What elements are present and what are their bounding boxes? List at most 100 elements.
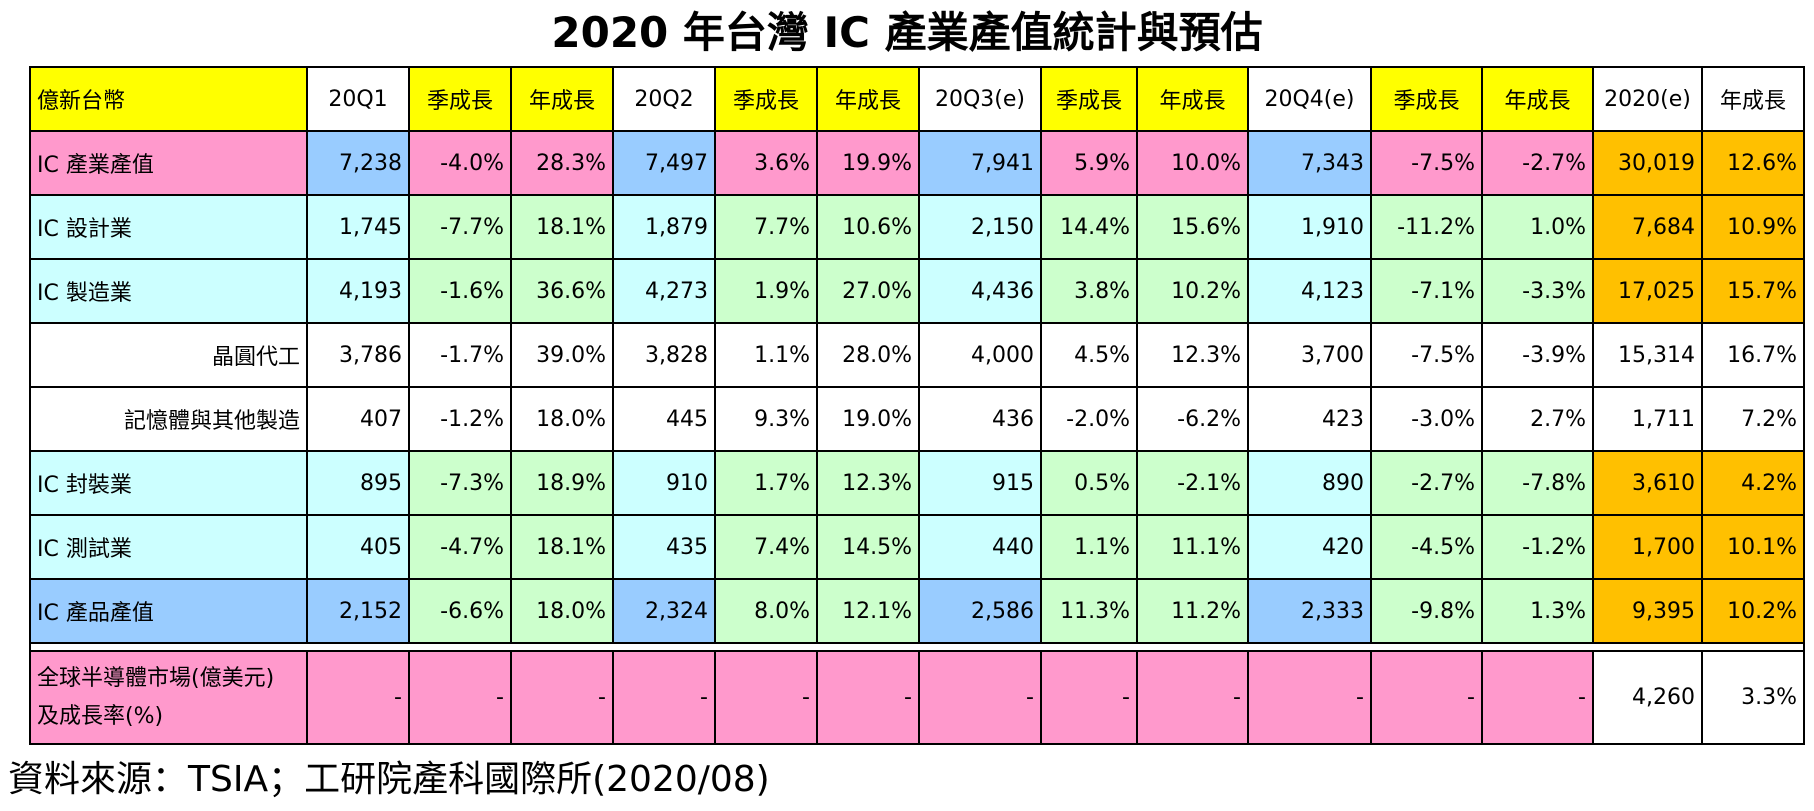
data-cell: -4.7% (408, 514, 512, 580)
data-cell: 3,828 (612, 322, 716, 388)
data-cell: 1.0% (1481, 194, 1594, 260)
global-market-label-line2: 及成長率(%) (37, 703, 164, 729)
data-cell: 1.1% (714, 322, 818, 388)
data-cell: - (510, 650, 614, 745)
data-cell: 9.3% (714, 386, 818, 452)
page-title: 2020 年台灣 IC 產業產值統計與預估 (551, 8, 1263, 57)
data-cell: 12.1% (816, 578, 920, 644)
header-cell: 年成長 (1136, 66, 1249, 132)
data-cell: 1.7% (714, 450, 818, 516)
data-cell: - (1247, 650, 1372, 745)
data-cell: 14.5% (816, 514, 920, 580)
data-cell: 0.5% (1040, 450, 1138, 516)
data-cell: 910 (612, 450, 716, 516)
data-cell: 3.8% (1040, 258, 1138, 324)
row-label: 晶圓代工 (29, 322, 308, 388)
data-cell: - (306, 650, 410, 745)
data-cell: 18.0% (510, 578, 614, 644)
data-cell: 36.6% (510, 258, 614, 324)
row-label: IC 封裝業 (29, 450, 308, 516)
data-cell: 890 (1247, 450, 1372, 516)
data-cell: 12.3% (816, 450, 920, 516)
data-cell: 436 (918, 386, 1042, 452)
data-cell: 3.6% (714, 130, 818, 196)
data-cell: 28.3% (510, 130, 614, 196)
data-cell: 4,123 (1247, 258, 1372, 324)
header-cell: 2020(e) (1592, 66, 1703, 132)
source-note: 資料來源：TSIA；工研院產科國際所(2020/08) (8, 759, 770, 800)
data-cell: 5.9% (1040, 130, 1138, 196)
table-row: 記憶體與其他製造 407 -1.2% 18.0% 445 9.3% 19.0% 436 -2.0… (29, 386, 1805, 452)
data-cell: 7,684 (1592, 194, 1703, 260)
data-cell: -6.6% (408, 578, 512, 644)
data-cell: 17,025 (1592, 258, 1703, 324)
data-cell: 10.0% (1136, 130, 1249, 196)
data-cell: - (612, 650, 716, 745)
data-cell: 12.3% (1136, 322, 1249, 388)
data-cell: 2,152 (306, 578, 410, 644)
data-cell: - (714, 650, 818, 745)
data-cell: 15.6% (1136, 194, 1249, 260)
global-market-label-line1: 全球半導體市場(億美元) (37, 665, 275, 691)
header-cell: 20Q4(e) (1247, 66, 1372, 132)
data-cell: 18.9% (510, 450, 614, 516)
data-cell: - (408, 650, 512, 745)
header-cell: 年成長 (510, 66, 614, 132)
data-cell: 11.3% (1040, 578, 1138, 644)
data-cell: -2.7% (1481, 130, 1594, 196)
data-cell: -1.7% (408, 322, 512, 388)
data-cell: -3.9% (1481, 322, 1594, 388)
table-row: IC 產業產值 7,238 -4.0% 28.3% 7,497 3.6% 19.9% 7,94… (29, 130, 1805, 196)
data-cell: 7,497 (612, 130, 716, 196)
data-cell: 895 (306, 450, 410, 516)
data-cell: 19.9% (816, 130, 920, 196)
header-cell: 年成長 (816, 66, 920, 132)
separator-cell (29, 642, 1805, 652)
row-label: IC 設計業 (29, 194, 308, 260)
data-cell: -3.3% (1481, 258, 1594, 324)
data-cell: 1.9% (714, 258, 818, 324)
row-label: 記憶體與其他製造 (29, 386, 308, 452)
data-cell: 1,700 (1592, 514, 1703, 580)
table-row: IC 測試業 405 -4.7% 18.1% 435 7.4% 14.5% 440 1.1% 11… (29, 514, 1805, 580)
data-cell: 14.4% (1040, 194, 1138, 260)
data-cell: 15,314 (1592, 322, 1703, 388)
data-cell: -2.7% (1370, 450, 1483, 516)
data-cell: -4.0% (408, 130, 512, 196)
data-cell: -7.1% (1370, 258, 1483, 324)
table-row: IC 設計業 1,745 -7.7% 18.1% 1,879 7.7% 10.6% 2,150… (29, 194, 1805, 260)
data-cell: 7.4% (714, 514, 818, 580)
row-label: IC 製造業 (29, 258, 308, 324)
data-cell: - (816, 650, 920, 745)
data-cell: 440 (918, 514, 1042, 580)
header-cell: 季成長 (714, 66, 818, 132)
data-cell: - (1040, 650, 1138, 745)
data-cell: 28.0% (816, 322, 920, 388)
data-cell: 1.3% (1481, 578, 1594, 644)
header-cell: 季成長 (1370, 66, 1483, 132)
data-cell: -9.8% (1370, 578, 1483, 644)
data-cell: 420 (1247, 514, 1372, 580)
header-cell: 億新台幣 (29, 66, 308, 132)
data-cell: 12.6% (1701, 130, 1805, 196)
data-cell: -7.8% (1481, 450, 1594, 516)
data-cell: -1.2% (408, 386, 512, 452)
data-cell: 10.6% (816, 194, 920, 260)
data-cell: 445 (612, 386, 716, 452)
data-cell: 18.0% (510, 386, 614, 452)
table-separator (29, 642, 1805, 652)
data-cell: -2.1% (1136, 450, 1249, 516)
data-cell: 1,711 (1592, 386, 1703, 452)
header-cell: 20Q2 (612, 66, 716, 132)
data-cell: - (1136, 650, 1249, 745)
data-cell: 2.7% (1481, 386, 1594, 452)
data-cell: 18.1% (510, 514, 614, 580)
table-row: IC 產品產值 2,152 -6.6% 18.0% 2,324 8.0% 12.1% 2,58… (29, 578, 1805, 644)
data-cell: 39.0% (510, 322, 614, 388)
data-cell: 10.2% (1136, 258, 1249, 324)
data-cell: -7.7% (408, 194, 512, 260)
data-cell: -7.3% (408, 450, 512, 516)
data-cell: 2,586 (918, 578, 1042, 644)
data-cell: 4.2% (1701, 450, 1805, 516)
global-market-row: 全球半導體市場(億美元) 及成長率(%) - - - - - - - - - - - -4,260 3.3% (29, 650, 1805, 745)
